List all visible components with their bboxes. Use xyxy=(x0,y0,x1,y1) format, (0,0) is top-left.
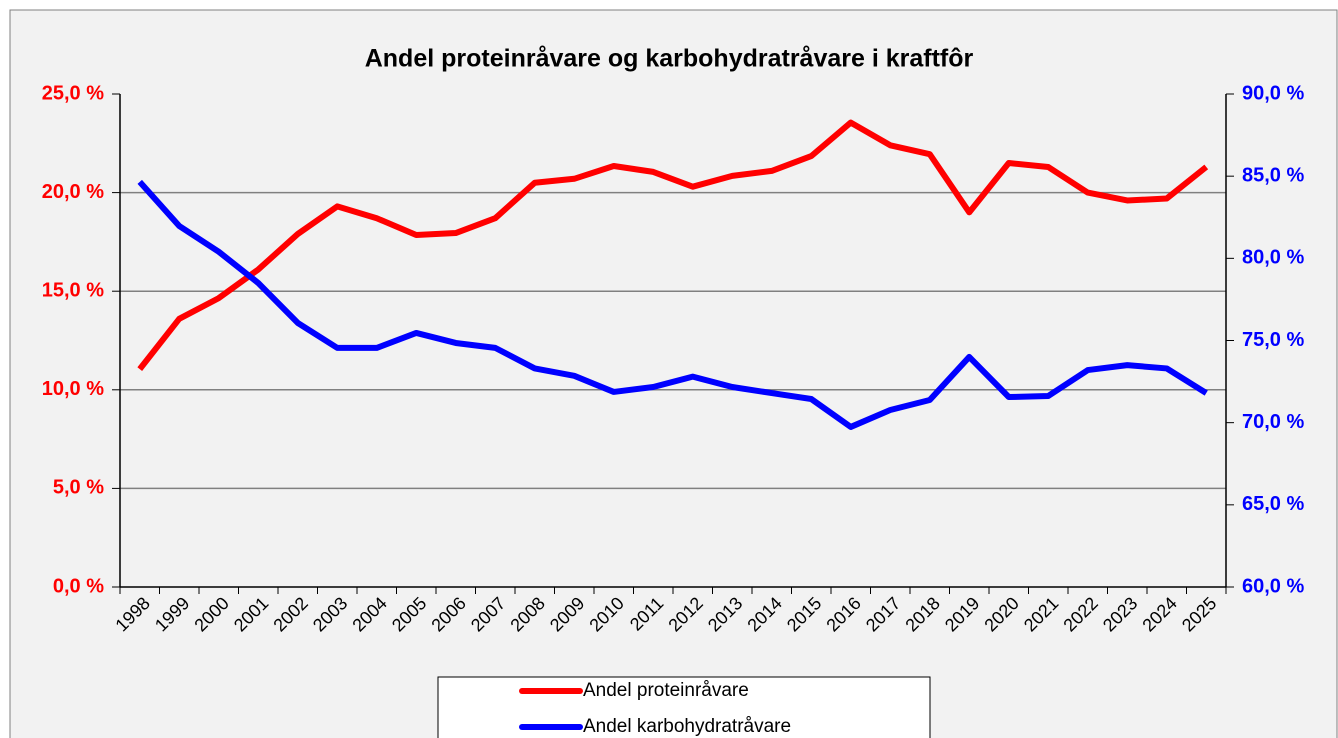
chart-frame xyxy=(9,9,1338,738)
y2-tick-label: 80,0 % xyxy=(1242,247,1304,269)
legend-label: Andel proteinråvare xyxy=(583,680,749,701)
y2-tick-label: 90,0 % xyxy=(1242,82,1304,104)
y2-tick-label: 60,0 % xyxy=(1242,575,1304,597)
y2-tick-label: 85,0 % xyxy=(1242,164,1304,186)
y2-tick-label: 65,0 % xyxy=(1242,493,1304,515)
chart-title: Andel proteinråvare og karbohydratråvare… xyxy=(365,45,974,73)
y-tick-label: 15,0 % xyxy=(42,279,104,301)
y2-tick-label: 70,0 % xyxy=(1242,411,1304,433)
y-tick-label: 20,0 % xyxy=(42,181,104,203)
y2-tick-label: 75,0 % xyxy=(1242,329,1304,351)
y-tick-label: 10,0 % xyxy=(42,378,104,400)
y-tick-label: 25,0 % xyxy=(42,82,104,104)
legend-label: Andel karbohydratråvare xyxy=(583,716,791,737)
y-tick-label: 0,0 % xyxy=(53,575,104,597)
series-line xyxy=(137,119,1209,371)
y-tick-label: 5,0 % xyxy=(53,477,104,499)
series-line xyxy=(137,179,1208,430)
